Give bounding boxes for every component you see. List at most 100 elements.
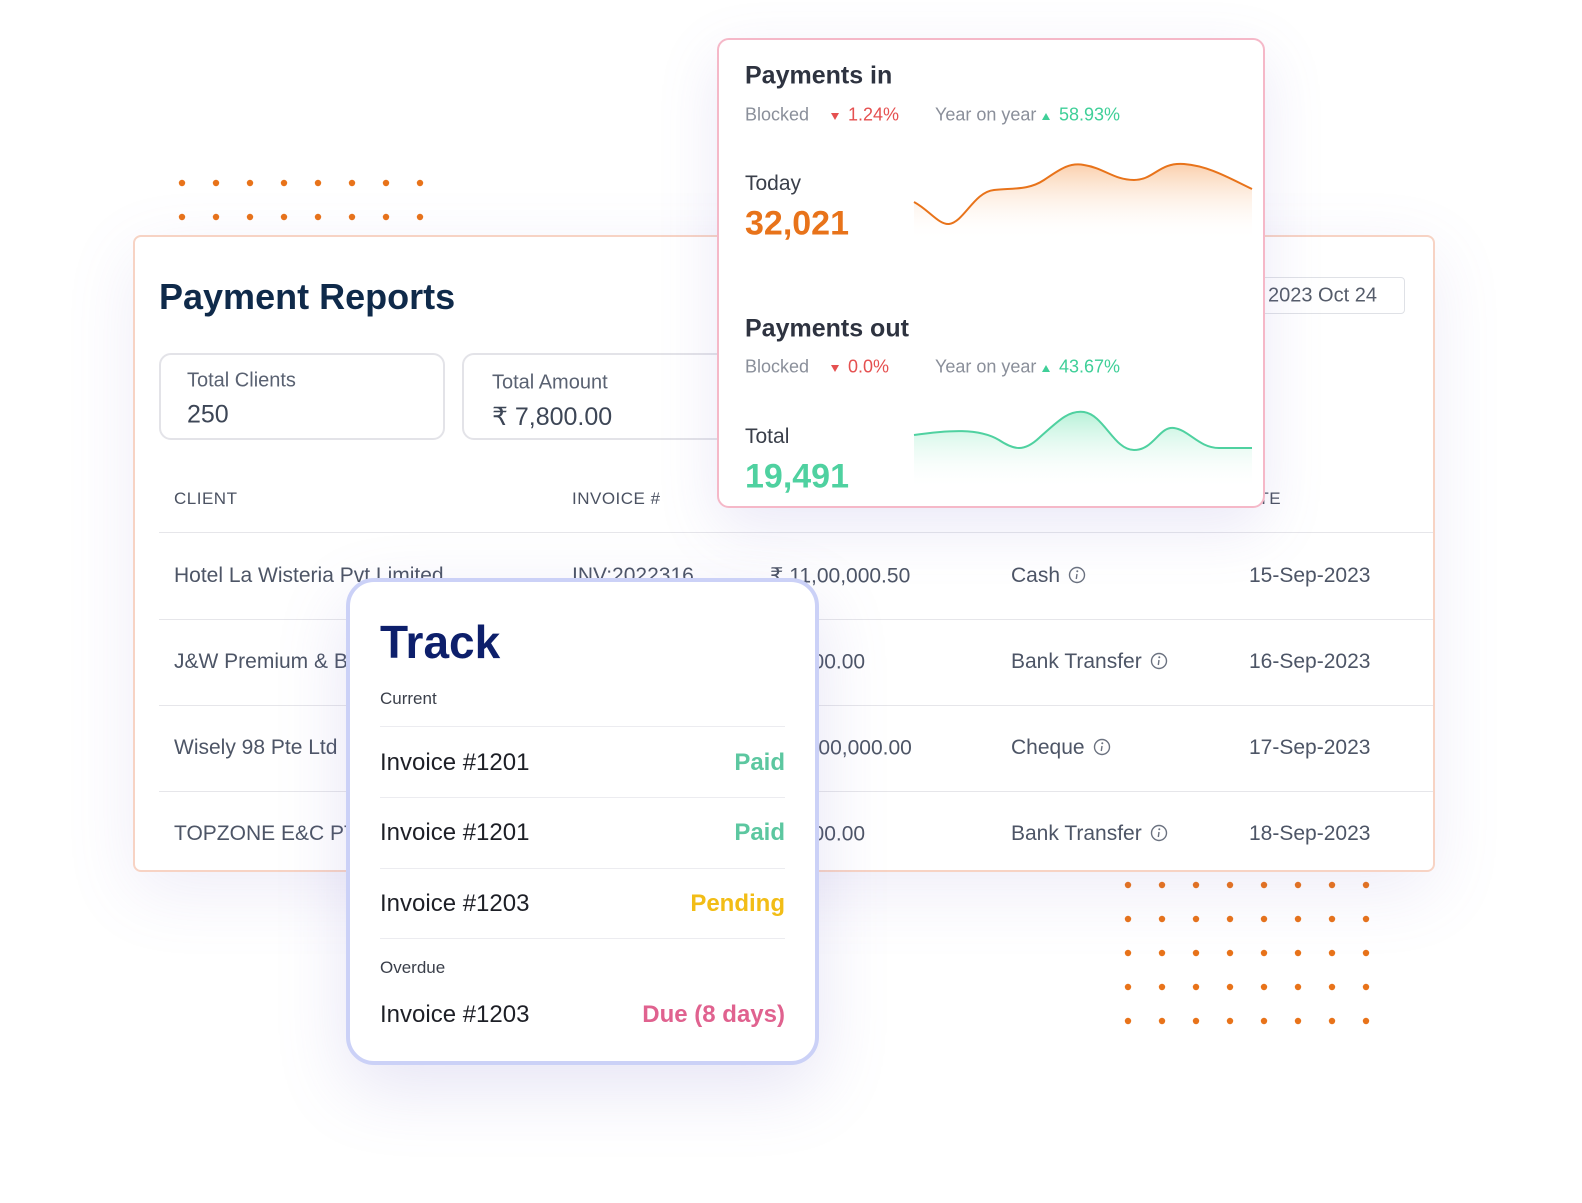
dot (1192, 1017, 1200, 1025)
dot (1226, 983, 1234, 991)
dot (1226, 915, 1234, 923)
dot (1260, 1017, 1268, 1025)
dot (1294, 983, 1302, 991)
dot (1124, 983, 1132, 991)
dot (178, 213, 186, 221)
dot (314, 213, 322, 221)
section-title: Payments in (745, 61, 893, 90)
blocked-value: 0.0% (848, 356, 890, 377)
client: TOPZONE E&C PTE (174, 822, 371, 845)
blocked-label: Blocked (745, 356, 810, 377)
dot (1328, 1017, 1336, 1025)
date: 17-Sep-2023 (1249, 736, 1371, 759)
group-label: Current (380, 689, 437, 708)
dot (1192, 949, 1200, 957)
dot (1226, 949, 1234, 957)
mode-text: Bank Transfer (1011, 650, 1142, 673)
dot (1192, 983, 1200, 991)
dot (348, 213, 356, 221)
client: Wisely 98 Pte Ltd (174, 736, 338, 759)
dot (1328, 915, 1336, 923)
track-title: Track (380, 616, 501, 668)
blocked-label: Blocked (745, 104, 810, 125)
divider (159, 532, 1433, 533)
dot (1294, 915, 1302, 923)
dot (1294, 949, 1302, 957)
area-in (914, 163, 1252, 240)
area-out (914, 411, 1252, 490)
dot (382, 213, 390, 221)
payment-mode: Cash (1011, 564, 1086, 588)
dot (1260, 949, 1268, 957)
down-arrow (831, 365, 839, 372)
stat-box: Total Clients 250 (159, 353, 445, 440)
line-out (913, 410, 1252, 452)
dot (1328, 983, 1336, 991)
info-icon[interactable] (1093, 738, 1111, 756)
dot (280, 213, 288, 221)
column-header: CLIENT (174, 489, 238, 508)
stat-box: Total Amount ₹ 7,800.00 (462, 353, 762, 440)
mode-text: Cheque (1011, 736, 1085, 759)
date: 15-Sep-2023 (1249, 564, 1371, 587)
stat-label: Total Clients (187, 369, 296, 392)
dot (314, 179, 322, 187)
dot (1192, 881, 1200, 889)
date: 16-Sep-2023 (1249, 650, 1371, 673)
dot (1192, 915, 1200, 923)
date-filter[interactable]: 2023 Oct 24 (1245, 277, 1405, 314)
stat-value: ₹ 7,800.00 (492, 403, 613, 431)
dot (348, 179, 356, 187)
dot (1226, 1017, 1234, 1025)
status: Pending (690, 890, 785, 917)
dot (1362, 949, 1370, 957)
dot (246, 213, 254, 221)
dot (1328, 881, 1336, 889)
section-title: Payments out (745, 314, 909, 343)
column-header: INVOICE # (572, 489, 661, 508)
yoy-value: 43.67% (1059, 356, 1121, 377)
dot (1158, 949, 1166, 957)
dot (280, 179, 288, 187)
dot (1294, 881, 1302, 889)
divider (380, 797, 785, 798)
up-arrow (1042, 113, 1050, 120)
divider (380, 938, 785, 939)
client: J&W Premium & B (174, 650, 348, 673)
dot (1124, 949, 1132, 957)
divider (380, 868, 785, 869)
dot (1158, 915, 1166, 923)
period-value: 19,491 (745, 457, 849, 496)
dot (1328, 949, 1336, 957)
info-icon[interactable] (1150, 652, 1168, 670)
dot (416, 213, 424, 221)
status: Due (8 days) (642, 1001, 785, 1028)
period-label: Total (745, 425, 790, 448)
dot (382, 179, 390, 187)
dot (178, 179, 186, 187)
down-arrow (831, 113, 839, 120)
divider (380, 726, 785, 727)
dot (246, 179, 254, 187)
payment-mode: Bank Transfer (1011, 650, 1168, 674)
period-label: Today (745, 172, 802, 195)
info-icon[interactable] (1068, 566, 1086, 584)
info-icon[interactable] (1150, 824, 1168, 842)
dot (1260, 983, 1268, 991)
blocked-value: 1.24% (848, 104, 900, 125)
up-arrow (1042, 365, 1050, 372)
dot (1124, 915, 1132, 923)
period-value: 32,021 (745, 204, 849, 243)
sparklines (831, 113, 1253, 490)
dot (1294, 1017, 1302, 1025)
dot (1124, 1017, 1132, 1025)
line-in (913, 162, 1253, 225)
stat-label: Total Amount (492, 371, 608, 394)
yoy-value: 58.93% (1059, 104, 1121, 125)
dot (416, 179, 424, 187)
payment-mode: Bank Transfer (1011, 822, 1168, 846)
status: Paid (734, 749, 785, 776)
invoice: Invoice #1201 (380, 749, 530, 776)
